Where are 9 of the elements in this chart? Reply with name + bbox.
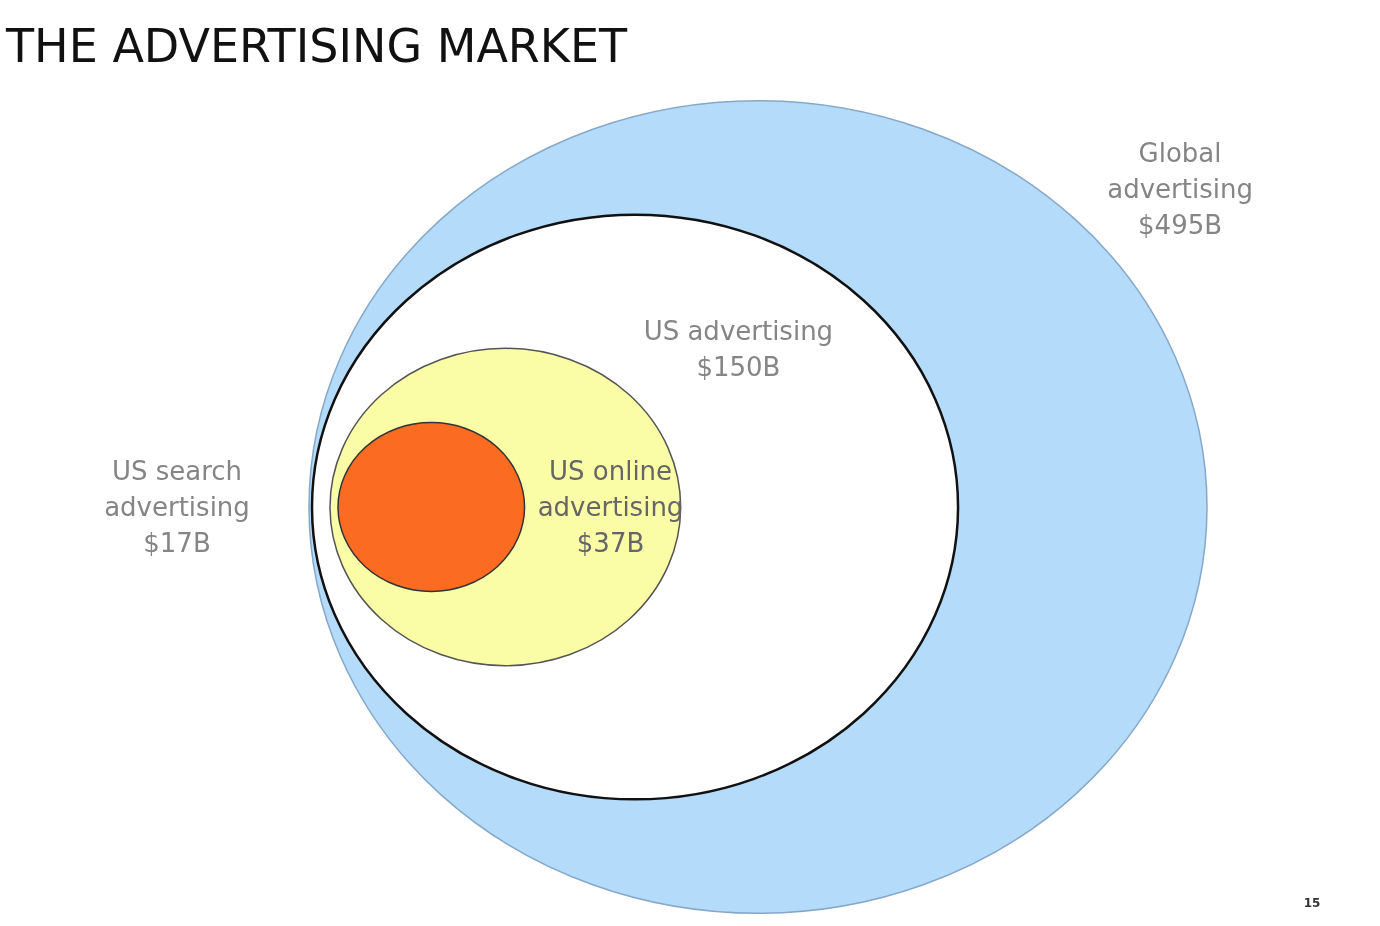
category-label: US advertising bbox=[643, 316, 834, 347]
data-label: $495B bbox=[1138, 209, 1223, 240]
category-label: US search advertising bbox=[104, 456, 250, 522]
data-label: $37B bbox=[576, 528, 645, 558]
category-label: Global advertising bbox=[1107, 137, 1253, 204]
text: THE ADVERTISING MARKET bbox=[5, 19, 629, 73]
data-label: $17B bbox=[143, 528, 211, 558]
data-label: $150B bbox=[696, 352, 781, 383]
text: 15 bbox=[1303, 896, 1321, 910]
